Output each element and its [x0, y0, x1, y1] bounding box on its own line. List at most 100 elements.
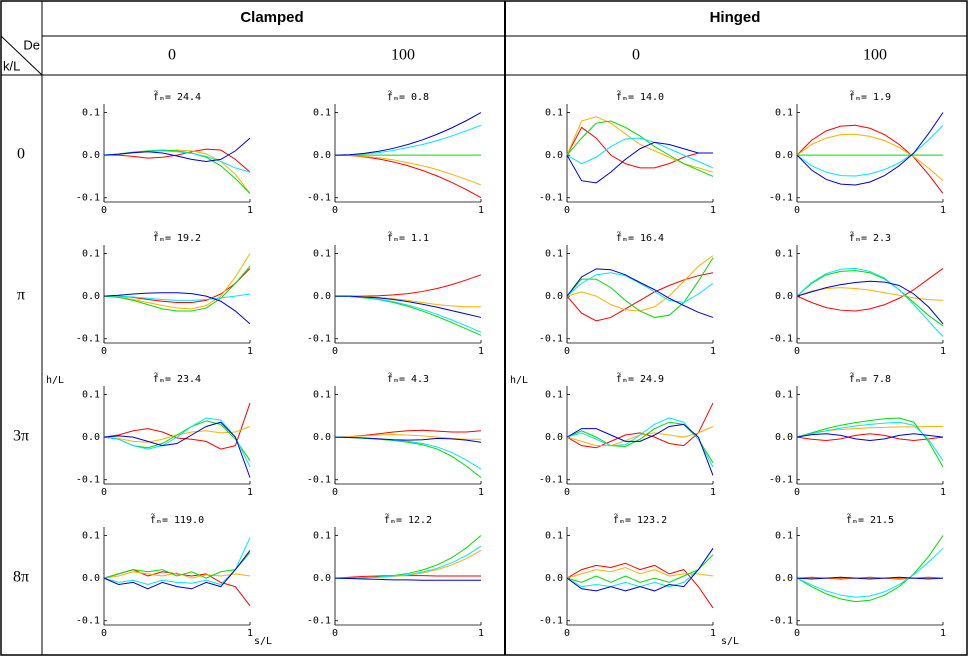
x-tick-label: 0	[332, 346, 338, 357]
y-tick-label: 0.0	[545, 150, 563, 161]
line-series	[103, 537, 251, 586]
line-series	[796, 433, 944, 442]
row-header: 8π	[13, 569, 29, 586]
group-header: Hinged	[710, 9, 761, 26]
x-tick-label: 0	[101, 628, 107, 639]
x-tick-label: 0	[101, 487, 107, 498]
line-series	[796, 417, 944, 468]
y-tick-label: 0.1	[313, 108, 331, 119]
corner-label: k/L	[3, 58, 20, 73]
chart-title: f̃ₘ= 19.2	[153, 230, 201, 244]
line-series	[104, 148, 251, 173]
line-series	[566, 417, 714, 468]
line-series	[335, 535, 482, 579]
line-series	[566, 423, 714, 476]
x-tick-label: 0	[564, 487, 570, 498]
line-series	[103, 417, 251, 468]
line-series	[103, 265, 251, 312]
line-series	[334, 436, 482, 479]
line-series	[334, 577, 481, 581]
y-tick-label: -0.1	[539, 475, 563, 486]
x-axis-label: s/L	[254, 636, 272, 647]
y-tick-label: -0.1	[76, 193, 100, 204]
line-series	[796, 433, 944, 442]
line-series	[796, 267, 944, 337]
y-tick-label: -0.1	[307, 193, 331, 204]
x-tick-label: 0	[101, 346, 107, 357]
line-series	[566, 126, 713, 169]
y-tick-label: 0.1	[775, 249, 793, 260]
line-series	[334, 112, 482, 156]
corner-diagonal	[0, 35, 43, 76]
y-tick-label: 0.1	[775, 531, 793, 542]
y-tick-label: 0.0	[775, 150, 793, 161]
y-tick-label: -0.1	[769, 616, 793, 627]
x-tick-label: 0	[794, 205, 800, 216]
line-series	[796, 268, 944, 312]
x-tick-label: 1	[710, 205, 716, 216]
x-axis-label: s/L	[721, 636, 739, 647]
column-header: 0	[632, 47, 640, 64]
x-tick-label: 0	[332, 628, 338, 639]
y-tick-label: -0.1	[539, 616, 563, 627]
x-tick-label: 0	[564, 346, 570, 357]
y-tick-label: 0.1	[82, 249, 100, 260]
line-series	[566, 268, 714, 318]
group-header: Clamped	[240, 9, 303, 26]
chart-title: f̃ₘ= 23.4	[153, 371, 201, 385]
x-tick-label: 0	[794, 487, 800, 498]
line-series	[335, 274, 482, 297]
x-tick-label: 1	[478, 628, 484, 639]
y-tick-label: 0.0	[775, 573, 793, 584]
chart-title: f̃ₘ= 24.4	[153, 89, 201, 103]
x-tick-label: 0	[564, 628, 570, 639]
line-series	[796, 535, 944, 603]
line-series	[796, 421, 944, 461]
line-series	[334, 434, 481, 440]
x-tick-label: 1	[940, 628, 946, 639]
line-series	[566, 257, 714, 318]
chart-title: f̃ₘ= 21.5	[846, 512, 894, 526]
chart-title: f̃ₘ= 1.1	[387, 230, 429, 244]
x-tick-label: 1	[940, 346, 946, 357]
chart-title: f̃ₘ= 0.8	[387, 89, 429, 103]
line-series	[566, 137, 714, 169]
x-tick-label: 1	[247, 205, 253, 216]
line-series	[566, 120, 714, 177]
line-series	[566, 116, 714, 173]
row-header: 3π	[13, 428, 29, 445]
chart-title: f̃ₘ= 24.9	[616, 371, 664, 385]
column-header: 0	[168, 47, 176, 64]
x-tick-label: 0	[794, 346, 800, 357]
line-series	[796, 547, 944, 598]
x-tick-label: 0	[332, 487, 338, 498]
line-series	[566, 272, 714, 322]
line-series	[334, 124, 482, 156]
x-tick-label: 1	[710, 346, 716, 357]
line-series	[796, 124, 944, 177]
y-tick-label: 0.0	[545, 291, 563, 302]
x-tick-label: 1	[710, 487, 716, 498]
chart-title: f̃ₘ= 1.9	[849, 89, 891, 103]
y-tick-label: 0.1	[545, 249, 563, 260]
x-tick-label: 0	[794, 628, 800, 639]
y-tick-label: 0.0	[82, 573, 100, 584]
corner-label: De	[23, 37, 40, 52]
y-tick-label: 0.0	[82, 432, 100, 443]
y-tick-label: 0.0	[545, 573, 563, 584]
y-tick-label: 0.0	[82, 150, 100, 161]
x-tick-label: 0	[101, 205, 107, 216]
x-tick-label: 1	[478, 346, 484, 357]
y-axis-label: h/L	[46, 375, 64, 386]
line-series	[796, 124, 944, 194]
line-series	[104, 293, 251, 301]
y-tick-label: 0.0	[82, 291, 100, 302]
x-tick-label: 1	[247, 346, 253, 357]
line-series	[566, 402, 714, 449]
y-tick-label: 0.1	[82, 108, 100, 119]
line-series	[103, 149, 251, 194]
y-tick-label: 0.1	[545, 108, 563, 119]
line-series	[335, 549, 482, 579]
